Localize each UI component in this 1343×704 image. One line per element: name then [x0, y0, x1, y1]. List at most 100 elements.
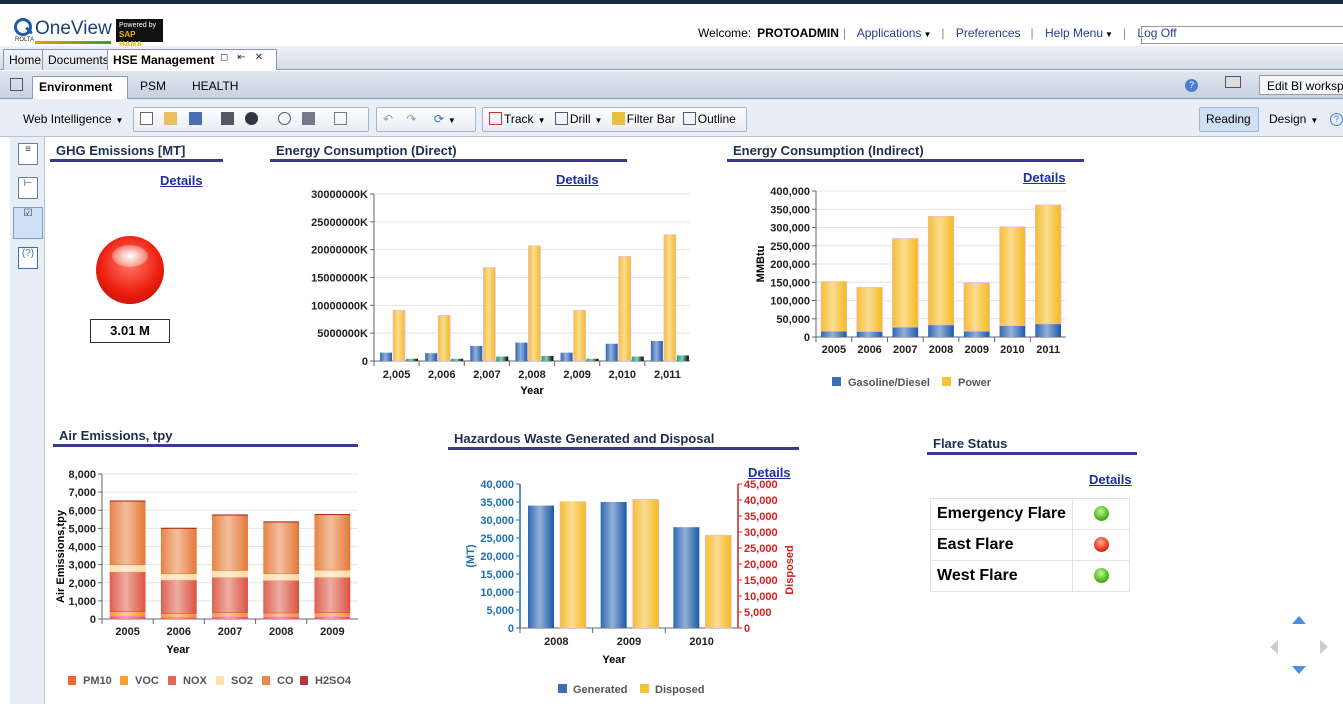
- pan-up-icon[interactable]: [1292, 616, 1306, 624]
- pan-right-icon[interactable]: [1320, 640, 1328, 654]
- tab-psm[interactable]: PSM: [140, 79, 167, 93]
- help-icon[interactable]: ?: [1185, 79, 1198, 92]
- edit-bi-workspace-button[interactable]: Edit BI workspace: [1259, 75, 1343, 95]
- flare-details-link[interactable]: Details: [1089, 472, 1132, 487]
- y-tick-label-right: 10,000: [744, 591, 778, 603]
- logo-name: OneView: [35, 18, 112, 39]
- bar: [263, 612, 300, 618]
- input-controls-icon[interactable]: ☑: [13, 207, 43, 239]
- tab-health[interactable]: HEALTH: [192, 79, 239, 93]
- find-icon[interactable]: [245, 112, 259, 125]
- flare-status-table: Emergency Flare East Flare West Flare: [930, 498, 1130, 592]
- logo-sub: ROLTA: [15, 37, 35, 43]
- refresh-icon[interactable]: ⟳: [433, 112, 444, 126]
- undo-redo-group: ↶ ↷ ⟳ ▼: [376, 107, 476, 132]
- file-tools-group: [133, 107, 369, 132]
- help-icon[interactable]: (?): [18, 247, 38, 269]
- y-tick-label: 100,000: [770, 296, 810, 308]
- bar: [314, 514, 351, 571]
- logoff-link[interactable]: Log Off: [1137, 26, 1177, 40]
- history-icon[interactable]: [277, 112, 291, 125]
- legend-swatch: [832, 377, 841, 386]
- applications-menu[interactable]: Applications: [856, 26, 922, 40]
- document-summary-icon[interactable]: ≡: [18, 143, 38, 165]
- tab-home[interactable]: Home: [3, 49, 48, 70]
- drill-button[interactable]: Drill: [569, 112, 591, 126]
- x-tick-label: 2006: [857, 344, 881, 356]
- energy-indirect-chart: 0 50,000 100,000 150,000 200,000 250,000 300,0…: [755, 186, 1066, 389]
- redo-icon[interactable]: ↷: [406, 112, 417, 126]
- y-tick-label: 10000000K: [311, 300, 368, 312]
- bar: [892, 327, 919, 337]
- bar: [496, 356, 509, 361]
- bar: [314, 577, 351, 613]
- hazwaste-details-link[interactable]: Details: [748, 465, 791, 480]
- new-document-icon[interactable]: [140, 112, 153, 125]
- tab-window-icons[interactable]: ◻⇤✕: [220, 52, 273, 63]
- x-tick-label: 2008: [269, 626, 293, 638]
- legend-label: Gasoline/Diesel: [848, 377, 930, 389]
- track-button[interactable]: Track: [504, 112, 534, 126]
- print-icon[interactable]: [221, 112, 235, 125]
- energy-direct-details-link[interactable]: Details: [556, 172, 599, 187]
- reading-mode-button[interactable]: Reading: [1199, 107, 1259, 132]
- bar: [160, 613, 197, 618]
- legend-label: SO2: [231, 675, 253, 687]
- top-nav: Welcome: PROTOADMIN | Applications ▼ | Prefe…: [698, 26, 1177, 40]
- tab-environment[interactable]: Environment: [32, 76, 128, 99]
- bar: [160, 528, 197, 574]
- energy-indirect-details-link[interactable]: Details: [1023, 170, 1066, 185]
- web-intelligence-menu[interactable]: Web Intelligence ▼: [23, 112, 124, 126]
- legend-swatch: [168, 676, 176, 685]
- bar: [963, 282, 990, 332]
- analysis-tools-group: Track ▼ Drill ▼ Filter Bar Outline: [482, 107, 747, 132]
- help-menu[interactable]: Help Menu: [1045, 26, 1104, 40]
- x-tick-label: 2009: [320, 626, 344, 638]
- bar: [314, 569, 351, 578]
- send-icon[interactable]: [334, 112, 348, 125]
- ghg-value: 3.01 M: [90, 319, 170, 343]
- printer-icon[interactable]: [1225, 76, 1242, 88]
- pan-left-icon[interactable]: [1270, 640, 1278, 654]
- flare-status-cell: [1072, 560, 1130, 592]
- bar: [212, 616, 248, 620]
- y-tick-label: 2,000: [68, 578, 96, 590]
- grid-icon[interactable]: [10, 78, 23, 91]
- y-tick-label: 25000000K: [311, 217, 368, 229]
- tab-documents[interactable]: Documents: [42, 49, 115, 70]
- ghg-details-link[interactable]: Details: [160, 173, 203, 188]
- tab-hse-management[interactable]: HSE Management: [107, 49, 277, 70]
- bar: [560, 352, 573, 361]
- rolta-logo-icon: [14, 18, 32, 36]
- export-icon[interactable]: [302, 112, 316, 125]
- design-mode-button[interactable]: Design ▼: [1269, 112, 1319, 126]
- navigation-map-icon[interactable]: ⊢: [18, 177, 38, 199]
- x-tick-label: 2008: [544, 636, 568, 648]
- y-tick-label: 150,000: [770, 277, 810, 289]
- flare-status-cell: [1072, 529, 1130, 561]
- outline-button[interactable]: Outline: [697, 112, 736, 126]
- search-input[interactable]: [1141, 26, 1343, 44]
- open-folder-icon[interactable]: [164, 112, 178, 125]
- y-tick-label: 35,000: [480, 497, 514, 509]
- legend-swatch: [262, 676, 270, 685]
- x-tick-label: 2009: [617, 636, 641, 648]
- legend-swatch: [558, 684, 567, 693]
- status-green-icon: [1093, 506, 1109, 522]
- bar: [528, 245, 541, 362]
- y-tick-label: 3,000: [68, 560, 96, 572]
- x-tick-label: 2,010: [609, 369, 637, 381]
- bar: [663, 234, 677, 362]
- pan-down-icon[interactable]: [1292, 666, 1306, 674]
- bar: [573, 310, 586, 362]
- preferences-link[interactable]: Preferences: [955, 26, 1021, 40]
- bar: [263, 573, 300, 581]
- filter-bar-button[interactable]: Filter Bar: [626, 112, 676, 126]
- undo-icon[interactable]: ↶: [383, 112, 394, 126]
- save-icon[interactable]: [188, 112, 202, 125]
- y-tick-label-right: 45,000: [744, 479, 778, 491]
- table-row: West Flare: [930, 560, 1130, 592]
- help-icon[interactable]: ?: [1330, 113, 1343, 126]
- bar: [856, 331, 883, 337]
- top-header: OneView ROLTA Powered by SAP HANA Welcom…: [0, 0, 1343, 49]
